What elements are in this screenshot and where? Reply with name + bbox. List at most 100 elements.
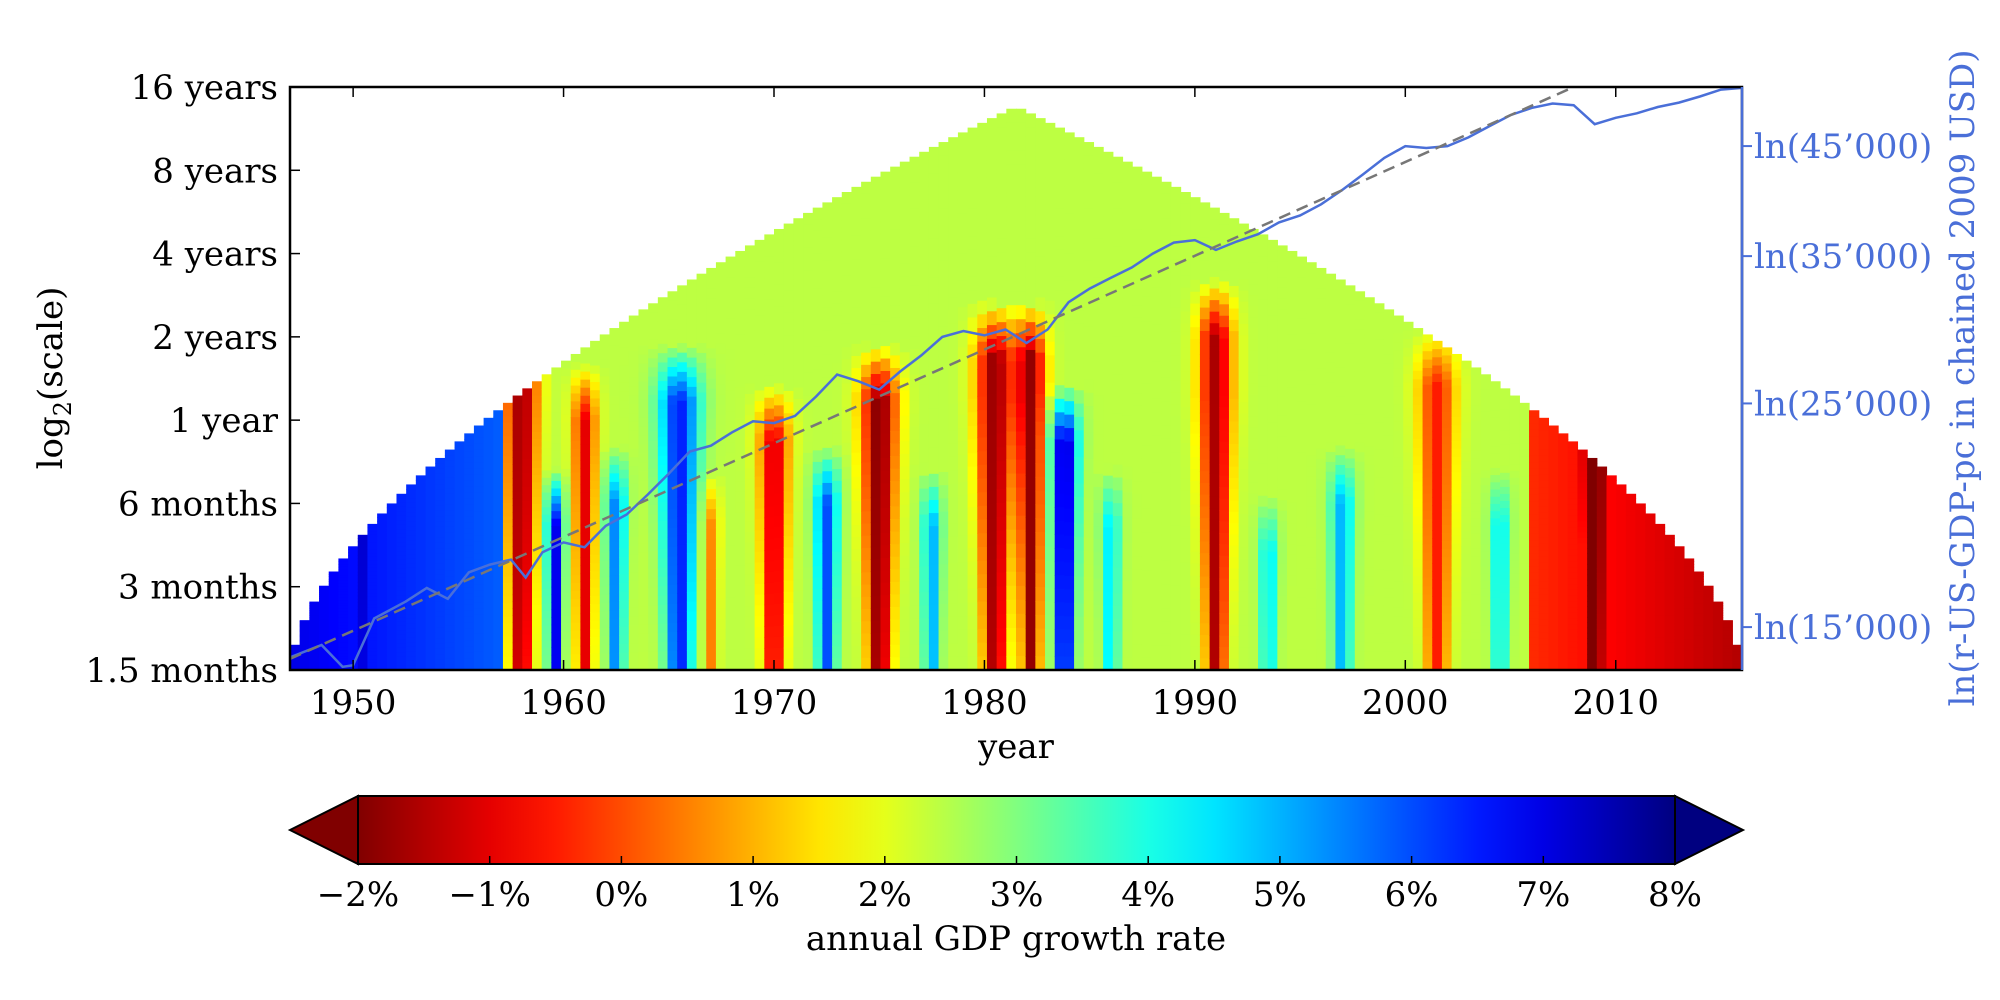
heatmap-cell xyxy=(938,577,949,592)
heatmap-cell xyxy=(1093,382,1104,396)
heatmap-cell xyxy=(774,614,785,627)
heatmap-cell xyxy=(1325,551,1337,562)
heatmap-cell xyxy=(1267,508,1278,521)
heatmap-cell xyxy=(899,365,911,379)
heatmap-cell xyxy=(764,659,775,670)
heatmap-cell xyxy=(1412,524,1424,534)
heatmap-cell xyxy=(590,340,601,350)
heatmap-cell xyxy=(938,617,949,631)
heatmap-cell xyxy=(986,352,998,368)
heatmap-cell xyxy=(522,627,533,636)
heatmap-cell xyxy=(1354,622,1366,633)
heatmap-cell xyxy=(290,647,301,650)
heatmap-cell xyxy=(1277,245,1288,257)
heatmap-cell xyxy=(1054,276,1065,291)
heatmap-cell xyxy=(599,460,611,470)
heatmap-cell xyxy=(822,412,833,426)
heatmap-cell xyxy=(822,389,833,402)
heatmap-cell xyxy=(1393,475,1404,485)
heatmap-cell xyxy=(1345,554,1356,565)
heatmap-cell xyxy=(1364,632,1375,643)
heatmap-cell xyxy=(319,653,330,656)
heatmap-cell xyxy=(977,259,988,274)
heatmap-cell xyxy=(1364,586,1375,597)
heatmap-cell xyxy=(1190,279,1201,293)
heatmap-cell xyxy=(715,639,727,651)
heatmap-cell xyxy=(415,524,427,530)
heatmap-cell xyxy=(609,524,620,534)
heatmap-cell xyxy=(812,265,823,278)
heatmap-cell xyxy=(357,538,369,543)
heatmap-cell xyxy=(541,440,552,449)
heatmap-cell xyxy=(1035,587,1046,602)
heatmap-cell xyxy=(493,644,504,652)
heatmap-cell xyxy=(948,230,959,245)
heatmap-cell xyxy=(590,571,601,581)
heatmap-cell xyxy=(396,665,407,670)
heatmap-cell xyxy=(522,458,533,467)
heatmap-cell xyxy=(764,473,775,486)
heatmap-cell xyxy=(1490,605,1501,613)
heatmap-cell xyxy=(1287,502,1298,514)
heatmap-cell xyxy=(1354,490,1366,501)
heatmap-cell xyxy=(580,581,591,590)
heatmap-cell xyxy=(783,647,794,660)
heatmap-cell xyxy=(444,565,456,572)
heatmap-cell xyxy=(1045,259,1056,274)
heatmap-cell xyxy=(686,630,698,642)
heatmap-cell xyxy=(1064,656,1075,670)
heatmap-cell xyxy=(483,600,494,608)
heatmap-cell xyxy=(657,437,669,447)
heatmap-cell xyxy=(1045,478,1056,493)
heatmap-cell xyxy=(667,480,678,491)
heatmap-cell xyxy=(386,595,398,600)
heatmap-cell xyxy=(1074,283,1085,298)
heatmap-cell xyxy=(1277,425,1288,438)
heatmap-cell xyxy=(1354,651,1366,662)
heatmap-cell xyxy=(1190,256,1201,269)
heatmap-cell xyxy=(522,655,533,664)
heatmap-cell xyxy=(1374,321,1385,332)
heatmap-cell xyxy=(1074,150,1085,165)
heatmap-cell xyxy=(1209,589,1220,602)
heatmap-cell xyxy=(948,550,959,565)
heatmap-cell xyxy=(532,561,543,570)
heatmap-cell xyxy=(1277,521,1288,533)
heatmap-cell xyxy=(1412,584,1424,594)
heatmap-cell xyxy=(1122,339,1133,353)
heatmap-cell xyxy=(580,436,591,445)
heatmap-cell xyxy=(1170,295,1182,309)
heatmap-cell xyxy=(512,642,523,651)
heatmap-cell xyxy=(406,516,417,523)
heatmap-cell xyxy=(1277,648,1288,660)
heatmap-cell xyxy=(415,528,427,535)
heatmap-cell xyxy=(1345,573,1356,585)
heatmap-cell xyxy=(696,293,707,305)
heatmap-cell xyxy=(1432,497,1443,507)
heatmap-cell xyxy=(1296,556,1307,568)
heatmap-cell xyxy=(1325,402,1337,413)
heatmap-cell xyxy=(725,401,736,413)
heatmap-cell xyxy=(1054,588,1065,603)
heatmap-cell xyxy=(1083,366,1095,381)
heatmap-cell xyxy=(774,449,785,462)
heatmap-cell xyxy=(502,402,514,411)
heatmap-cell xyxy=(386,586,398,592)
heatmap-cell xyxy=(1345,419,1356,431)
heatmap-cell xyxy=(348,645,359,649)
heatmap-cell xyxy=(1461,414,1472,424)
heatmap-cell xyxy=(522,465,533,474)
heatmap-cell xyxy=(1490,626,1501,635)
heatmap-cell xyxy=(396,533,407,539)
heatmap-cell xyxy=(1277,489,1288,501)
heatmap-cell xyxy=(735,638,746,650)
heatmap-cell xyxy=(512,519,523,527)
heatmap-cell xyxy=(1354,632,1366,643)
heatmap-cell xyxy=(1161,267,1172,281)
heatmap-cell xyxy=(996,224,1007,240)
heatmap-cell xyxy=(948,297,959,311)
heatmap-cell xyxy=(909,464,920,479)
heatmap-cell xyxy=(1209,646,1220,660)
heatmap-cell xyxy=(677,410,688,421)
heatmap-cell xyxy=(638,462,649,473)
